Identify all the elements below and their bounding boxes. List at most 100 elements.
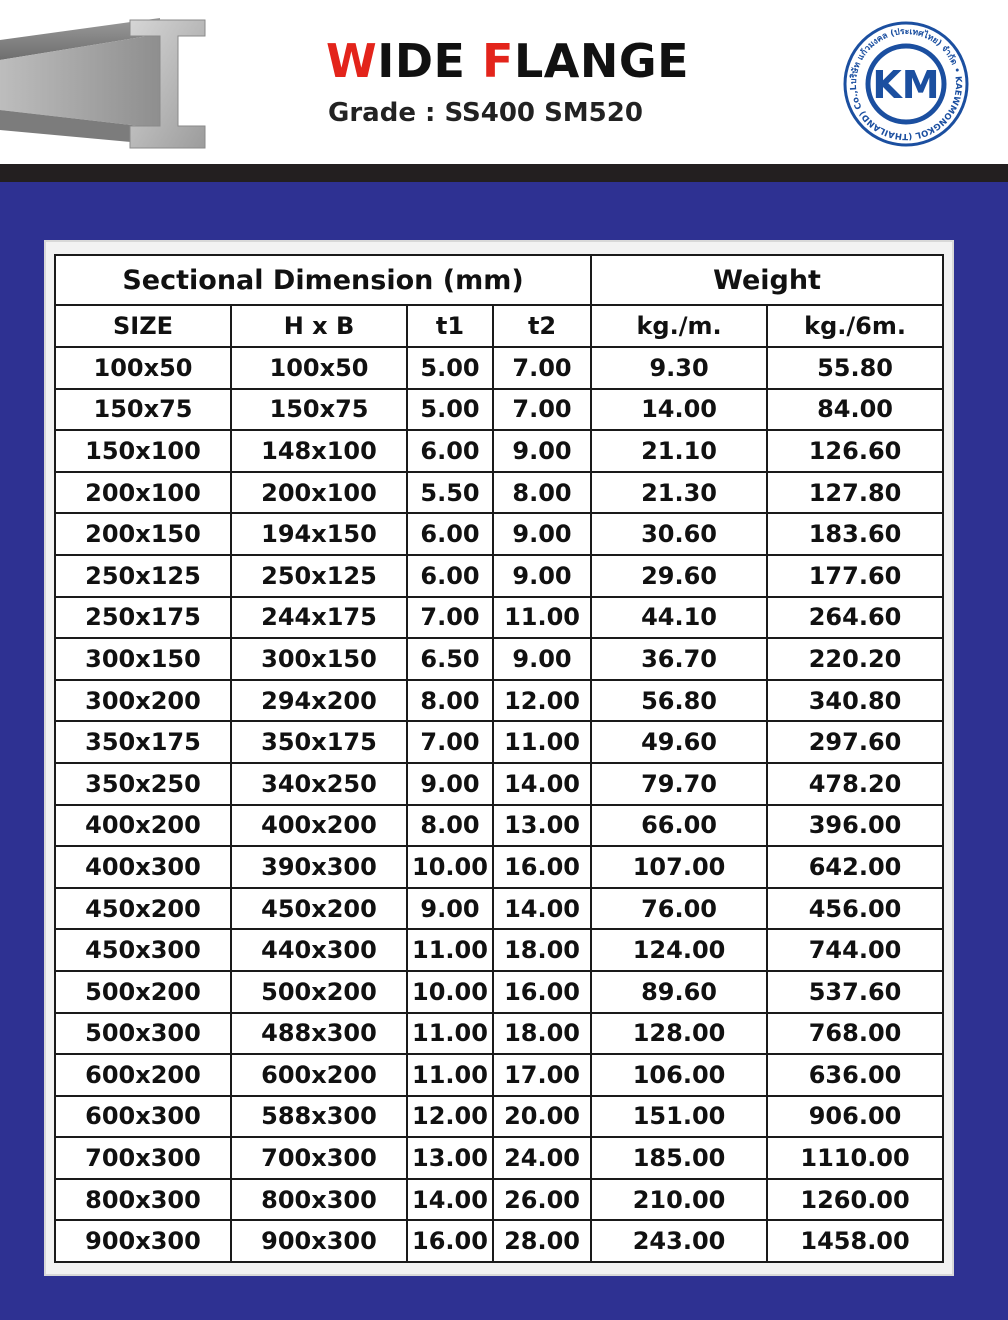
- cell-t2: 11.00: [491, 595, 593, 640]
- cell-size: 600x200: [54, 1053, 232, 1097]
- logo-initials: KM: [872, 63, 939, 107]
- cell-t2: 13.00: [491, 803, 593, 848]
- cell-kg-per-m: 124.00: [590, 928, 769, 972]
- cell-kg-per-m: 76.00: [590, 886, 769, 931]
- header-divider-bar: [0, 164, 1008, 182]
- group-header-weight: Weight: [590, 254, 945, 306]
- cell-h-x-b: 488x300: [230, 1011, 408, 1056]
- table-row: 300x150 300x150 6.50 9.00 36.70 220.20: [54, 637, 945, 681]
- cell-kg-per-6m: 127.80: [766, 470, 945, 515]
- cell-t1: 11.00: [406, 928, 494, 972]
- cell-kg-per-6m: 55.80: [766, 346, 945, 390]
- cell-kg-per-6m: 340.80: [766, 678, 945, 723]
- wide-flange-spec-table: Sectional Dimension (mm) Weight SIZE H x…: [53, 254, 945, 1264]
- cell-t1: 10.00: [406, 969, 494, 1014]
- table-row: 600x300 588x300 12.00 20.00 151.00 906.00: [54, 1094, 945, 1139]
- cell-h-x-b: 390x300: [230, 845, 408, 889]
- cell-kg-per-m: 49.60: [590, 720, 769, 764]
- cell-t2: 9.00: [491, 429, 593, 473]
- page-title: WIDE FLANGE: [326, 34, 689, 88]
- cell-size: 500x300: [54, 1011, 232, 1056]
- cell-t1: 7.00: [406, 595, 494, 640]
- grade-value: SS400 SM520: [444, 98, 643, 128]
- cell-t1: 6.00: [406, 553, 494, 598]
- cell-kg-per-6m: 642.00: [766, 845, 945, 889]
- cell-size: 100x50: [54, 346, 232, 390]
- column-header-t2: t2: [491, 304, 593, 348]
- cell-h-x-b: 244x175: [230, 595, 408, 640]
- cell-h-x-b: 294x200: [230, 678, 408, 723]
- cell-t1: 14.00: [406, 1177, 494, 1222]
- table-row: 250x125 250x125 6.00 9.00 29.60 177.60: [54, 553, 945, 598]
- cell-size: 400x200: [54, 803, 232, 848]
- cell-t2: 9.00: [491, 553, 593, 598]
- cell-kg-per-m: 210.00: [590, 1177, 769, 1222]
- cell-kg-per-6m: 478.20: [766, 761, 945, 806]
- cell-kg-per-m: 21.30: [590, 470, 769, 515]
- cell-kg-per-m: 9.30: [590, 346, 769, 390]
- cell-kg-per-m: 79.70: [590, 761, 769, 806]
- cell-t1: 11.00: [406, 1053, 494, 1097]
- cell-kg-per-6m: 636.00: [766, 1053, 945, 1097]
- table-body: 100x50 100x50 5.00 7.00 9.30 55.80 150x75 150x7…: [54, 346, 945, 1264]
- cell-kg-per-m: 128.00: [590, 1011, 769, 1056]
- cell-kg-per-6m: 1260.00: [766, 1177, 945, 1222]
- company-logo: บริษัท แก้วมงคล (ประเทศไทย) จำกัด • KAEW…: [842, 20, 969, 147]
- cell-h-x-b: 900x300: [230, 1219, 408, 1264]
- cell-h-x-b: 150x75: [230, 387, 408, 432]
- cell-kg-per-m: 66.00: [590, 803, 769, 848]
- cell-kg-per-6m: 220.20: [766, 637, 945, 681]
- table-row: 400x200 400x200 8.00 13.00 66.00 396.00: [54, 803, 945, 848]
- cell-t2: 17.00: [491, 1053, 593, 1097]
- cell-kg-per-m: 14.00: [590, 387, 769, 432]
- steel-beam-image: [0, 18, 206, 149]
- cell-size: 250x125: [54, 553, 232, 598]
- cell-h-x-b: 800x300: [230, 1177, 408, 1222]
- cell-t1: 10.00: [406, 845, 494, 889]
- cell-t1: 8.00: [406, 678, 494, 723]
- cell-t2: 11.00: [491, 720, 593, 764]
- cell-t2: 9.00: [491, 512, 593, 556]
- cell-t1: 6.00: [406, 512, 494, 556]
- cell-kg-per-6m: 297.60: [766, 720, 945, 764]
- cell-t2: 12.00: [491, 678, 593, 723]
- title-part-ide: IDE: [377, 34, 466, 88]
- cell-t2: 16.00: [491, 969, 593, 1014]
- cell-size: 300x200: [54, 678, 232, 723]
- cell-t1: 9.00: [406, 761, 494, 806]
- table-row: 350x250 340x250 9.00 14.00 79.70 478.20: [54, 761, 945, 806]
- cell-t1: 13.00: [406, 1136, 494, 1180]
- title-accent-f: F: [482, 34, 514, 88]
- cell-size: 200x150: [54, 512, 232, 556]
- cell-t2: 7.00: [491, 346, 593, 390]
- cell-kg-per-6m: 1458.00: [766, 1219, 945, 1264]
- cell-h-x-b: 250x125: [230, 553, 408, 598]
- cell-h-x-b: 300x150: [230, 637, 408, 681]
- cell-size: 400x300: [54, 845, 232, 889]
- cell-kg-per-m: 151.00: [590, 1094, 769, 1139]
- cell-t2: 7.00: [491, 387, 593, 432]
- column-header-kg-per-6m: kg./6m.: [766, 304, 945, 348]
- cell-t2: 18.00: [491, 928, 593, 972]
- cell-kg-per-6m: 768.00: [766, 1011, 945, 1056]
- cell-t2: 8.00: [491, 470, 593, 515]
- cell-kg-per-6m: 906.00: [766, 1094, 945, 1139]
- cell-h-x-b: 600x200: [230, 1053, 408, 1097]
- cell-kg-per-m: 106.00: [590, 1053, 769, 1097]
- cell-t1: 6.50: [406, 637, 494, 681]
- cell-kg-per-6m: 126.60: [766, 429, 945, 473]
- cell-t2: 24.00: [491, 1136, 593, 1180]
- column-header-h-x-b: H x B: [230, 304, 408, 348]
- cell-t2: 20.00: [491, 1094, 593, 1139]
- cell-size: 150x75: [54, 387, 232, 432]
- cell-t1: 7.00: [406, 720, 494, 764]
- cell-size: 450x200: [54, 886, 232, 931]
- cell-size: 250x175: [54, 595, 232, 640]
- cell-t1: 5.00: [406, 346, 494, 390]
- cell-kg-per-m: 44.10: [590, 595, 769, 640]
- cell-kg-per-m: 185.00: [590, 1136, 769, 1180]
- table-row: 500x200 500x200 10.00 16.00 89.60 537.60: [54, 969, 945, 1014]
- table-row: 900x300 900x300 16.00 28.00 243.00 1458.00: [54, 1219, 945, 1264]
- grade-line: Grade : SS400 SM520: [328, 98, 643, 128]
- cell-kg-per-6m: 1110.00: [766, 1136, 945, 1180]
